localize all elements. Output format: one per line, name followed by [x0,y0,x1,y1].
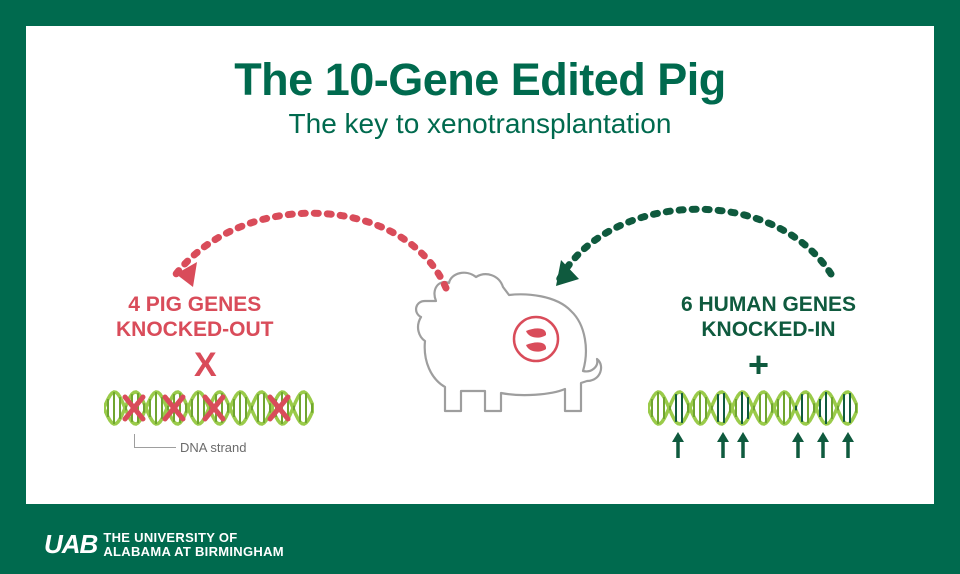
uab-logo: UAB THE UNIVERSITY OF ALABAMA AT BIRMING… [44,529,284,560]
knockin-line1: 6 HUMAN GENES [681,293,856,316]
knockin-label: 6 HUMAN GENES KNOCKED-IN [681,292,856,342]
logo-line2: ALABAMA AT BIRMINGHAM [103,544,284,559]
dna-left [104,388,314,434]
dna-right [648,388,858,468]
pig-icon [391,261,611,431]
main-title: The 10-Gene Edited Pig [26,26,934,106]
knockout-symbol: X [194,346,217,385]
knockin-symbol: + [748,344,769,386]
frame: The 10-Gene Edited Pig The key to xenotr… [0,0,960,574]
logo-text: THE UNIVERSITY OF ALABAMA AT BIRMINGHAM [103,531,284,558]
dna-label-line [134,434,176,448]
knockin-line2: KNOCKED-IN [701,318,835,341]
logo-mark: UAB [44,529,97,560]
subtitle: The key to xenotransplantation [26,108,934,140]
knockout-label: 4 PIG GENES KNOCKED-OUT [116,292,274,342]
knockout-line1: 4 PIG GENES [128,293,261,316]
canvas: The 10-Gene Edited Pig The key to xenotr… [26,26,934,504]
knockout-line2: KNOCKED-OUT [116,318,274,341]
dna-label: DNA strand [180,440,246,455]
